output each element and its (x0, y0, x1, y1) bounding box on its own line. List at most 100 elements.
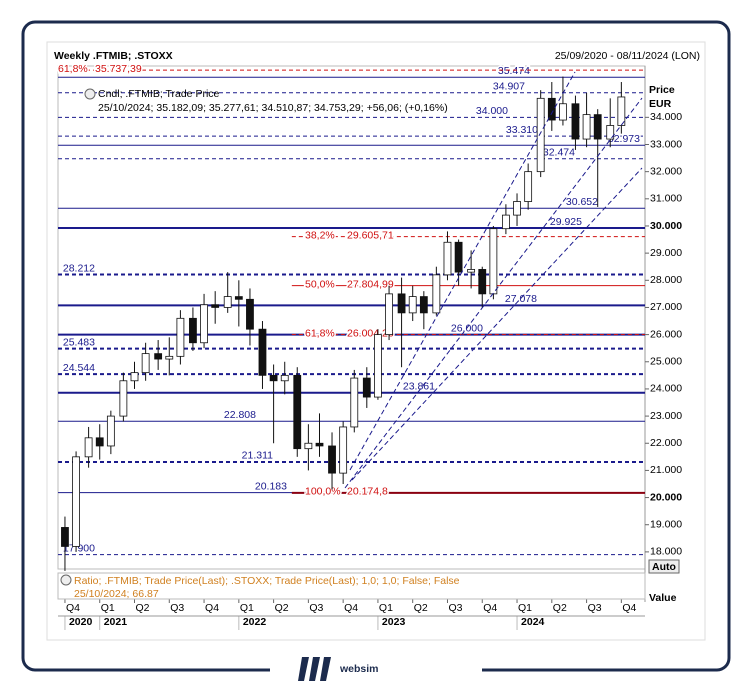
legend-icon (60, 574, 72, 586)
x-tick-label: Q2 (553, 602, 567, 614)
ratio-panel (57, 572, 646, 600)
level-label: 23.861 (403, 380, 435, 392)
candle-body (617, 96, 626, 126)
x-tick-label: Q1 (101, 602, 115, 614)
y-tick-label: 32.000 (650, 165, 682, 177)
level-label: 20.183 (255, 480, 287, 492)
fib-price: 29.605,71 (347, 229, 394, 241)
brand: websim (339, 663, 379, 675)
fib-price: 20.174,8 (347, 486, 388, 498)
candle-body (582, 114, 591, 140)
y-tick-label: 25.000 (650, 356, 682, 368)
candle-body (84, 437, 93, 458)
channel-line (349, 71, 576, 471)
x-tick-label: Q3 (170, 602, 184, 614)
ratio-legend-values: 25/10/2024; 66.87 (74, 588, 159, 600)
legend-title: Cndl; .FTMIB; Trade Price (98, 88, 220, 100)
x-tick-label: Q4 (205, 602, 219, 614)
level-label: 32.474 (543, 147, 575, 159)
level-label: 21.311 (242, 450, 273, 462)
x-tick-label: Q2 (414, 602, 428, 614)
ratio-legend-title: Ratio; .FTMIB; Trade Price(Last); .STOXX… (74, 575, 460, 587)
chart-title: Weekly .FTMIB; .STOXX (54, 50, 173, 62)
date-range: 25/09/2020 - 08/11/2024 (LON) (555, 50, 700, 62)
auto-label[interactable]: Auto (652, 561, 676, 573)
candle-body (119, 380, 128, 417)
candle-body (328, 445, 336, 474)
candle-body (61, 527, 69, 547)
y-tick-label: 34.000 (650, 111, 682, 123)
level-label: 25.483 (63, 336, 95, 348)
fib-price: 26.004,26 (347, 327, 394, 339)
level-label: 33.310 (506, 124, 538, 136)
candle-body (478, 269, 487, 295)
auto-button[interactable] (648, 559, 680, 574)
fib-ratio: 38,2% (305, 229, 335, 241)
candle-body (374, 334, 382, 398)
year-label: 2021 (104, 616, 128, 628)
y-tick-label: 21.000 (650, 464, 682, 476)
candle-body (234, 296, 243, 300)
x-tick-label: Q4 (483, 602, 497, 614)
candle-body (432, 274, 441, 314)
candle-body (339, 426, 348, 474)
candle-body (593, 114, 602, 140)
level-label: 34.000 (476, 105, 508, 117)
candle-body (571, 103, 580, 140)
year-label: 2023 (382, 616, 406, 628)
y-tick-label: 24.000 (650, 383, 682, 395)
x-tick-label: Q2 (136, 602, 150, 614)
fib-ratio: 50,0% (305, 278, 335, 290)
x-tick-label: Q4 (344, 602, 358, 614)
candle-body (408, 296, 417, 314)
candle-body (106, 415, 115, 447)
legend-icon (84, 88, 96, 100)
level-label: 27.078 (505, 293, 537, 305)
y-tick-label: 20.000 (650, 491, 682, 503)
x-tick-label: Q1 (518, 602, 532, 614)
level-label: 32.973 (608, 133, 640, 145)
x-tick-label: Q3 (309, 602, 323, 614)
fib-price: 35.737,39 (95, 63, 142, 75)
fib-price: 27.804,99 (347, 278, 394, 290)
year-label: 2022 (243, 616, 267, 628)
candle-body (189, 317, 197, 344)
level-label: 28.212 (63, 262, 95, 274)
level-label: 30.652 (566, 196, 598, 208)
candle-body (269, 374, 278, 382)
x-tick-label: Q4 (622, 602, 636, 614)
candle-body (502, 214, 510, 230)
x-tick-label: Q3 (588, 602, 602, 614)
candle-body (419, 296, 428, 314)
candle-body (385, 293, 393, 336)
x-tick-label: Q4 (66, 602, 80, 614)
level-label: 17.900 (63, 542, 95, 554)
candle-body (547, 97, 556, 121)
candle-body (315, 442, 324, 447)
candle-body (304, 442, 313, 450)
logo-mark (298, 657, 331, 681)
candle-body (467, 269, 476, 273)
candle-body (95, 437, 104, 447)
x-tick-label: Q2 (275, 602, 289, 614)
y-tick-label: 28.000 (650, 274, 682, 286)
legend-values: 25/10/2024; 35.182,09; 35.277,61; 34.510… (98, 102, 448, 114)
candle-body (258, 328, 267, 376)
candle-body (246, 298, 254, 330)
level-label: 34.907 (493, 80, 525, 92)
candle-body (606, 125, 615, 140)
fib-ratio: 100,0% (305, 486, 341, 498)
candle-body (443, 241, 452, 276)
y-tick-label: 29.000 (650, 247, 682, 259)
x-tick-label: Q1 (240, 602, 254, 614)
y-tick-label: 18.000 (650, 546, 682, 558)
axis-unit: EUR (649, 98, 672, 110)
level-label: 22.808 (224, 409, 256, 421)
candle-body (397, 293, 406, 314)
candle-body (362, 377, 371, 398)
candle-body (454, 241, 463, 273)
candle-body (524, 171, 533, 202)
ratio-axis-title: Value (649, 592, 677, 604)
level-label: 24.544 (63, 362, 95, 374)
y-tick-label: 23.000 (650, 410, 682, 422)
